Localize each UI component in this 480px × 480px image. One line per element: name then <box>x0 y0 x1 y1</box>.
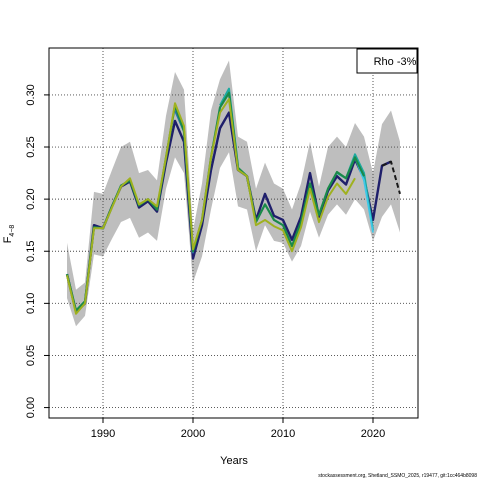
series-line <box>66 98 356 315</box>
y-tick-label: 0.00 <box>25 397 37 418</box>
x-tick-label: 2010 <box>271 428 295 440</box>
plot-frame <box>48 47 419 419</box>
legend: Rho -3% <box>356 48 418 74</box>
y-axis-label-subscript: 4−8 <box>9 225 16 237</box>
y-tick-label: 0.20 <box>25 188 37 209</box>
y-tick-label: 0.05 <box>25 345 37 366</box>
legend-text: Rho -3% <box>374 56 417 68</box>
series-line <box>381 160 401 195</box>
y-tick-label: 0.30 <box>25 84 37 105</box>
y-axis-label: F4−8 <box>2 225 16 244</box>
x-tick-label: 2020 <box>361 428 385 440</box>
y-axis-label-main: F <box>2 236 14 243</box>
legend-box <box>356 48 418 74</box>
y-tick-label: 0.25 <box>25 136 37 157</box>
y-tick-label: 0.15 <box>25 241 37 262</box>
x-tick-label: 2000 <box>181 428 205 440</box>
footer-credit: stockassessment.org, Shetland_SSMO_2025,… <box>318 473 477 479</box>
x-tick-label: 1990 <box>91 428 115 440</box>
series-layer <box>65 87 401 315</box>
y-axis: 0.00 0.05 0.10 0.15 0.20 0.25 0.30 <box>25 84 49 418</box>
y-tick-label: 0.10 <box>25 293 37 314</box>
x-axis-label: Years <box>220 455 248 467</box>
x-axis: 1990 2000 2010 2020 <box>91 418 385 440</box>
